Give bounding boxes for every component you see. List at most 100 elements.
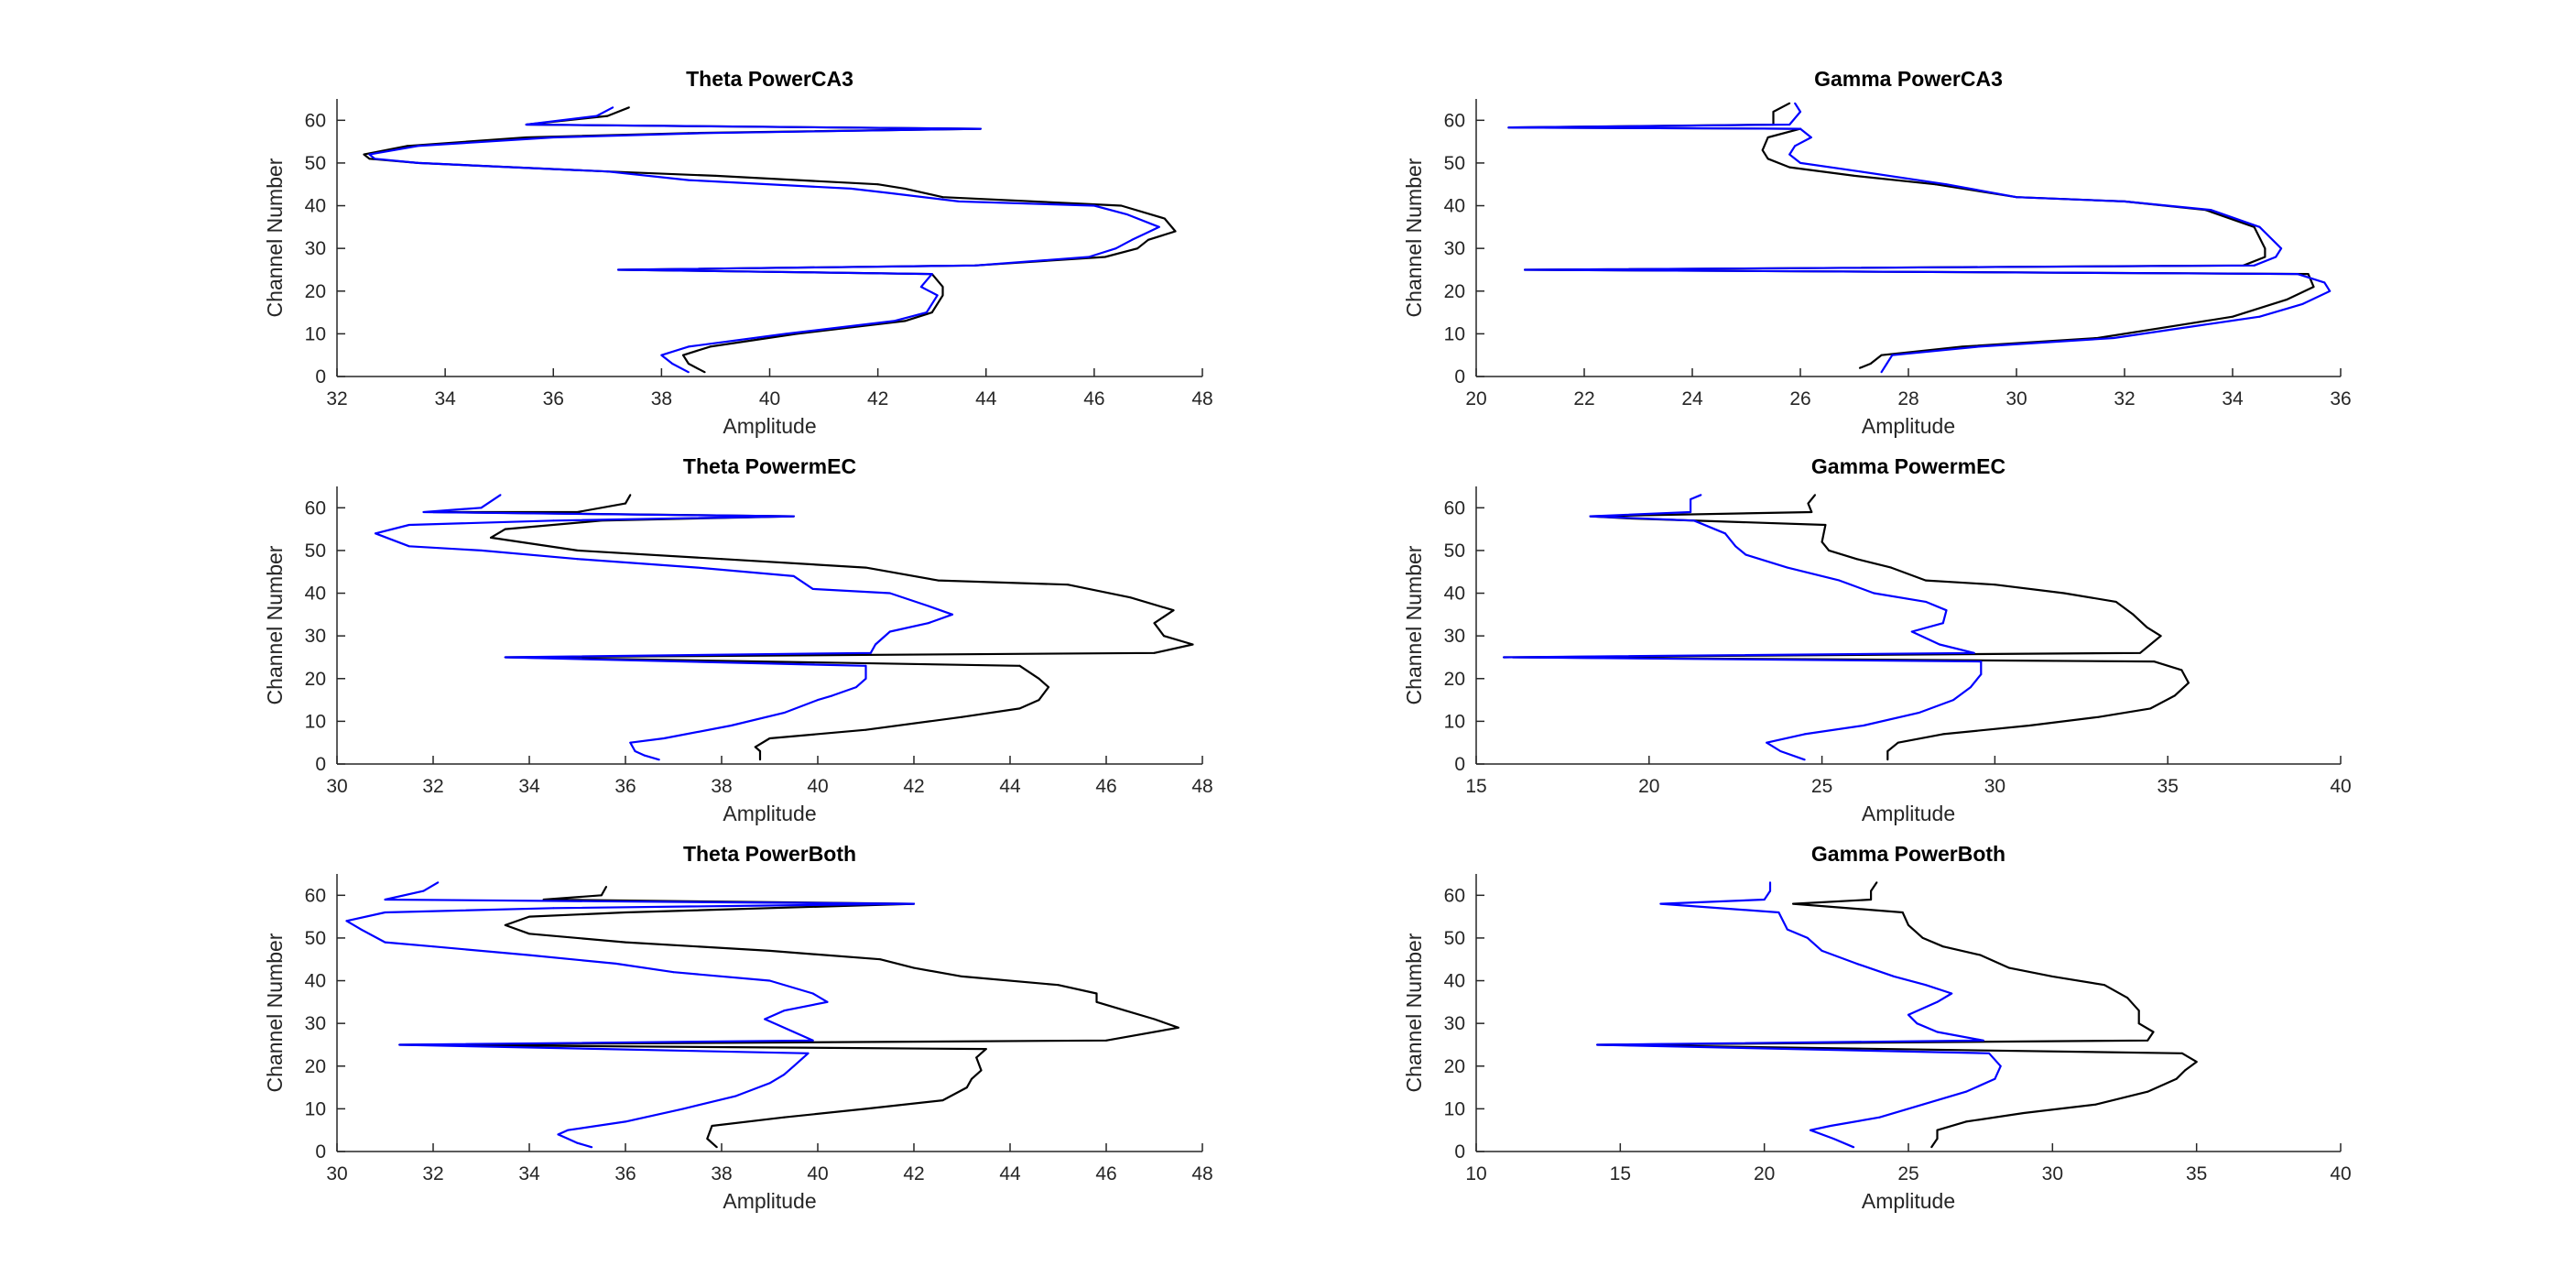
data-point — [1941, 622, 1944, 625]
data-point — [734, 1095, 737, 1097]
chart-title: Theta PowerCA3 — [686, 67, 853, 91]
data-point — [2180, 669, 2183, 671]
data-point — [1788, 124, 1791, 126]
data-point — [504, 923, 506, 926]
x-tick-label: 15 — [1610, 1163, 1631, 1184]
series-line-2 — [1507, 103, 2331, 373]
data-point — [1788, 153, 1791, 156]
data-point — [2139, 651, 2141, 654]
data-point — [2258, 225, 2261, 228]
data-point — [1870, 899, 1873, 901]
data-point — [2132, 613, 2135, 616]
series-line-2 — [368, 106, 1160, 374]
data-point — [1973, 651, 1975, 654]
data-point — [625, 1120, 626, 1123]
data-point — [682, 354, 684, 356]
series-line-1 — [398, 886, 1179, 1149]
data-point — [1901, 911, 1904, 913]
data-point — [1988, 1052, 1991, 1054]
x-tick-label: 20 — [1638, 776, 1659, 797]
chart-gamma-powermec: 15 20 25 30 35 40 0 10 20 30 40 50 60 Gamma PowermEC A… — [1402, 454, 2352, 825]
y-tick-label: 0 — [315, 1141, 326, 1162]
data-point — [904, 320, 907, 322]
data-point — [1924, 579, 1927, 582]
y-tick-label: 50 — [1444, 153, 1465, 174]
y-tick-label: 40 — [1444, 196, 1465, 217]
data-point — [1136, 247, 1139, 250]
data-point — [887, 191, 890, 194]
x-tick-label: 46 — [1083, 388, 1104, 409]
x-tick-label: 42 — [903, 776, 924, 797]
data-point — [1869, 363, 1872, 365]
data-point — [1886, 363, 1888, 365]
data-point — [2159, 635, 2162, 638]
data-point — [2114, 600, 2117, 603]
data-point — [1792, 902, 1795, 905]
data-point — [1858, 366, 1861, 369]
data-point — [1763, 899, 1766, 901]
data-point — [703, 132, 706, 135]
data-point — [792, 574, 795, 577]
data-point — [2149, 643, 2152, 646]
data-point — [1786, 928, 1788, 931]
x-tick-label: 26 — [1789, 388, 1810, 409]
data-point — [625, 911, 626, 913]
data-point — [1814, 494, 1816, 497]
data-point — [2028, 725, 2031, 726]
series-line-1 — [1507, 102, 2315, 369]
data-point — [1120, 204, 1123, 207]
x-tick-label: 36 — [2330, 388, 2351, 409]
data-point — [1799, 161, 1801, 164]
data-point — [557, 1133, 560, 1136]
data-point — [1810, 511, 1813, 513]
data-point — [398, 1043, 401, 1046]
data-point — [1659, 902, 1662, 905]
data-point — [1095, 1000, 1098, 1003]
data-point — [1952, 699, 1955, 702]
data-point — [930, 302, 933, 305]
data-point — [375, 532, 376, 535]
data-point — [1994, 584, 1996, 586]
data-point — [1941, 945, 1944, 948]
data-point — [1777, 911, 1780, 913]
data-point — [1999, 1064, 2002, 1067]
data-point — [1779, 750, 1782, 752]
data-point — [2137, 1022, 2140, 1025]
data-point — [672, 971, 675, 974]
data-point — [480, 507, 483, 509]
data-point — [525, 136, 527, 138]
data-point — [1766, 158, 1769, 160]
data-point — [1799, 111, 1801, 113]
x-tick-label: 40 — [759, 388, 780, 409]
data-point — [504, 528, 506, 530]
data-point — [730, 725, 733, 726]
x-tick-label: 35 — [2158, 776, 2179, 797]
data-point — [363, 153, 365, 156]
data-point — [831, 694, 833, 697]
x-tick-label: 44 — [999, 776, 1021, 797]
data-point — [1830, 1125, 1831, 1127]
data-point — [1977, 345, 1980, 348]
data-point — [879, 958, 882, 961]
data-point — [864, 677, 867, 680]
data-point — [817, 699, 819, 702]
data-point — [2301, 302, 2304, 305]
y-tick-label: 30 — [1444, 1013, 1465, 1034]
data-point — [869, 651, 872, 654]
data-point — [855, 686, 857, 689]
data-point — [792, 515, 795, 518]
data-point — [754, 746, 756, 748]
data-point — [1980, 660, 1983, 663]
data-point — [1828, 549, 1831, 551]
data-point — [504, 656, 506, 659]
data-point — [875, 643, 876, 646]
data-point — [1970, 686, 1972, 689]
x-tick-label: 32 — [326, 388, 347, 409]
data-point — [1897, 741, 1899, 744]
data-point — [1088, 256, 1090, 258]
data-point — [1951, 992, 1953, 995]
series-line-2 — [1503, 494, 1983, 761]
data-point — [408, 545, 410, 548]
data-point — [576, 549, 579, 551]
data-point — [2113, 337, 2115, 339]
